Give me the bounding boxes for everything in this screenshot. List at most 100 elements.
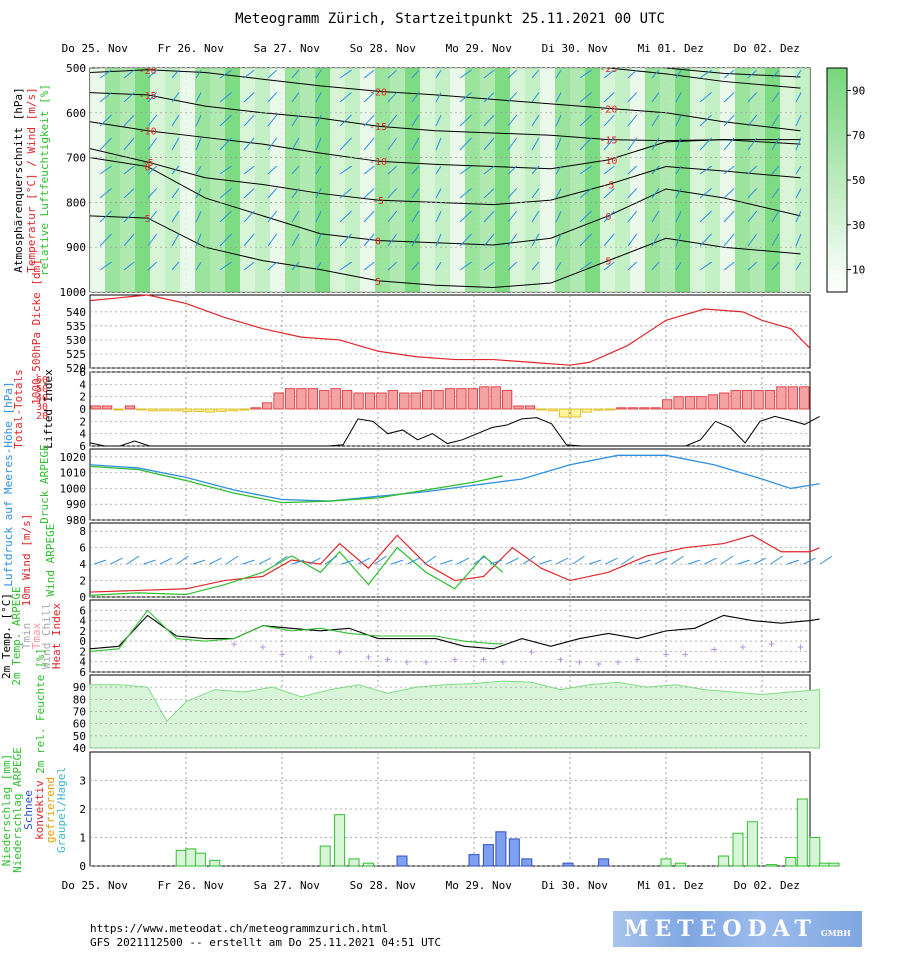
y-tick-label: 4 bbox=[79, 615, 86, 628]
wind-barb bbox=[390, 559, 404, 565]
logo-text: METEODAT bbox=[624, 916, 817, 942]
bottom-day-labels: Do 25. Nov Fr 26. Nov Sa 27. Nov So 28. Nov… bbox=[62, 879, 800, 892]
wind-barb bbox=[363, 188, 375, 199]
wind-barb bbox=[219, 92, 232, 103]
wind-barb bbox=[99, 137, 112, 151]
humidity-cell bbox=[450, 68, 465, 292]
colorbar-tick-label: 50 bbox=[852, 174, 865, 187]
wind-barb bbox=[459, 92, 472, 103]
wind-barb bbox=[507, 69, 518, 79]
temp-gfs-line bbox=[89, 614, 820, 650]
humidity-cell bbox=[330, 68, 345, 292]
wind-barb bbox=[195, 210, 202, 223]
wind-barb bbox=[291, 69, 300, 79]
wind-barb bbox=[411, 165, 420, 175]
wind-barb bbox=[747, 261, 758, 271]
bottom-day-label: Mi 01. Dez bbox=[638, 879, 704, 892]
wind-barb bbox=[291, 188, 300, 199]
colorbar-cell bbox=[827, 256, 847, 262]
wind-chill-marker: + bbox=[797, 640, 804, 653]
wind-barb bbox=[387, 210, 398, 223]
wind-barb bbox=[219, 137, 232, 151]
axis-label: 2m rel. Feuchte [%] bbox=[34, 648, 47, 774]
wind-barb bbox=[507, 233, 518, 247]
wind-barb bbox=[459, 114, 472, 127]
y-tick-label: 90 bbox=[73, 681, 86, 694]
lifted-index-bar bbox=[696, 396, 707, 410]
wind-barb bbox=[675, 137, 682, 151]
wind-barb bbox=[363, 233, 375, 247]
wind-barb bbox=[603, 233, 615, 247]
wind-barb bbox=[195, 137, 202, 151]
wind-barb bbox=[411, 261, 420, 271]
humidity-cell bbox=[420, 68, 435, 292]
axis-label: Temperatur [°C] / Wind [m/s] bbox=[25, 87, 38, 272]
wind-barb bbox=[147, 210, 158, 223]
top-day-label: So 28. Nov bbox=[350, 42, 417, 55]
lifted-index-bar bbox=[673, 396, 684, 410]
wind-barb bbox=[627, 69, 638, 79]
y-tick-label: 540 bbox=[66, 306, 86, 319]
humidity-cell bbox=[405, 68, 420, 292]
humidity-cell bbox=[390, 68, 405, 292]
wind-barb bbox=[651, 210, 660, 223]
wind-barb bbox=[435, 233, 442, 247]
footer-url[interactable]: https://www.meteodat.ch/meteogrammzurich… bbox=[90, 922, 389, 935]
y-tick-label: 0 bbox=[79, 860, 86, 873]
wind-barb bbox=[786, 559, 800, 565]
humidity-cell bbox=[480, 68, 495, 292]
total-totals-line bbox=[89, 415, 820, 447]
wind-barb bbox=[147, 69, 158, 79]
wind-barb bbox=[435, 92, 442, 103]
top-day-label: Do 25. Nov bbox=[62, 42, 129, 55]
y-tick-label: 800 bbox=[66, 196, 86, 209]
wind-barb bbox=[339, 210, 352, 223]
wind-barb bbox=[387, 165, 398, 175]
wind-barb bbox=[507, 92, 518, 103]
wind-barb bbox=[627, 261, 638, 271]
axis-label: 2m Temp. ARPEGE bbox=[10, 586, 23, 685]
isotherm-label: -20 bbox=[369, 87, 387, 98]
humidity-cell bbox=[570, 68, 585, 292]
wind-barb bbox=[339, 137, 352, 151]
humidity-cell bbox=[795, 68, 810, 292]
y-tick-label: 6 bbox=[79, 366, 86, 379]
wind-barb bbox=[531, 188, 540, 199]
wind-barb bbox=[357, 557, 371, 565]
wind-barb bbox=[176, 555, 189, 565]
snow-bar bbox=[598, 858, 610, 867]
footer-run-info: GFS 2021112500 -- erstellt am Do 25.11.2… bbox=[90, 936, 441, 949]
wind-barb bbox=[123, 210, 135, 223]
axis-label: 2m Temp. [°C] bbox=[0, 593, 13, 679]
wind-barb bbox=[747, 233, 758, 247]
y-tick-label: 980 bbox=[66, 514, 86, 527]
isotherm-label: -15 bbox=[369, 122, 387, 133]
wind-barb bbox=[147, 165, 158, 175]
axis-label: Niederschlag ARPEGE bbox=[11, 747, 24, 873]
isotherm-label: -25 bbox=[139, 62, 157, 73]
lifted-index-bar bbox=[604, 408, 616, 411]
wind-barb bbox=[315, 261, 322, 271]
wind-barb bbox=[531, 233, 540, 247]
axis-label: Wind ARPEGE bbox=[44, 524, 57, 597]
total-totals-scale-label: 60 bbox=[36, 375, 48, 386]
colorbar-cell bbox=[827, 274, 847, 280]
wind-barb bbox=[363, 137, 375, 151]
wind-barb bbox=[579, 165, 592, 175]
humidity-field: -30 -30 -30-25 -25-25-20-20-20-15-15-15-10-… bbox=[90, 62, 810, 292]
wind-barb bbox=[771, 114, 780, 127]
wind-barb bbox=[123, 188, 135, 199]
wind-barb bbox=[531, 261, 540, 271]
lifted-index-bar bbox=[239, 408, 250, 411]
wind-barb bbox=[99, 114, 112, 127]
wind-barb bbox=[795, 114, 802, 127]
lifted-index-bar bbox=[502, 390, 513, 410]
wind-barb bbox=[489, 559, 503, 565]
wind-chill-marker: + bbox=[403, 656, 410, 669]
wind-barb bbox=[747, 92, 758, 103]
wind-barb bbox=[267, 261, 278, 271]
lifted-index-bar bbox=[570, 408, 581, 418]
wind-barb bbox=[555, 233, 562, 247]
wind-barb bbox=[483, 233, 495, 247]
